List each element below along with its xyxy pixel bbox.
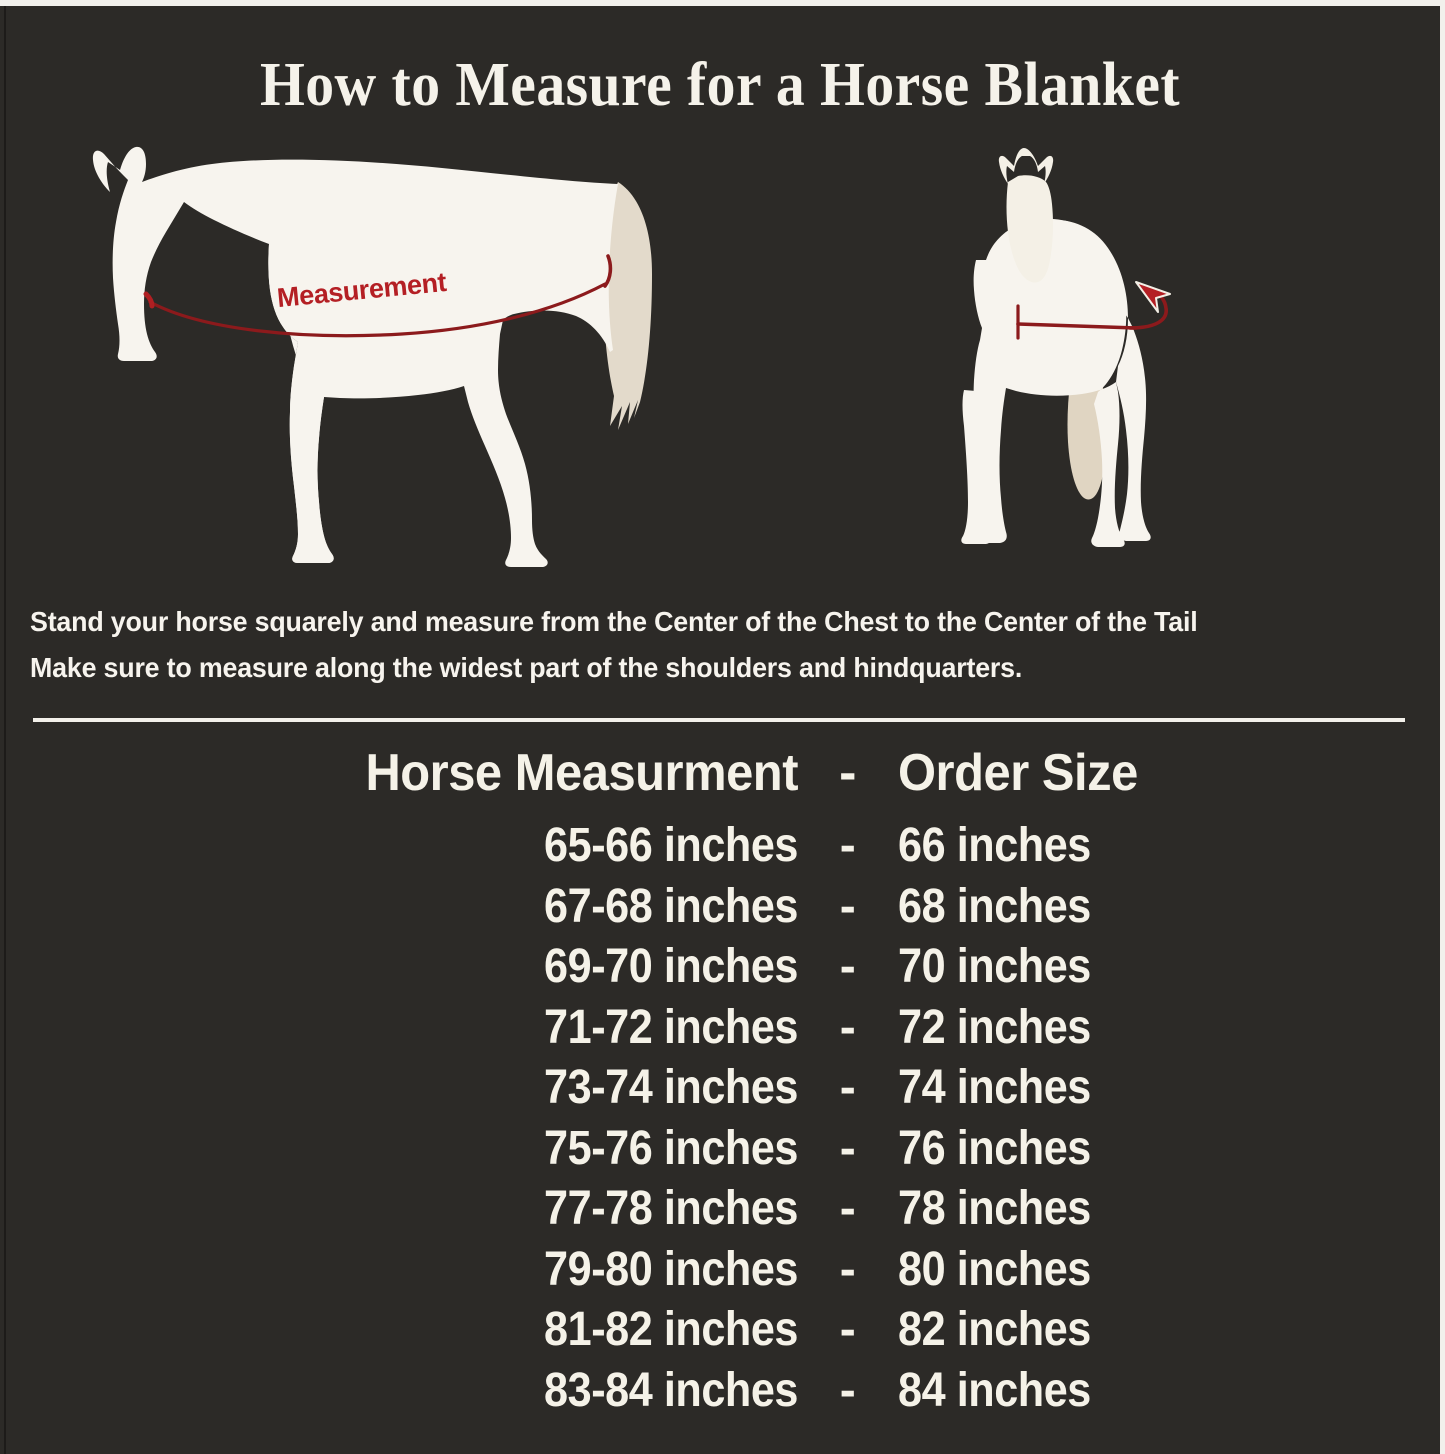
header-measurement: Horse Measurment xyxy=(364,744,798,802)
table-row: 75-76 inches -76 inches xyxy=(0,1119,1440,1180)
cell-measurement: 79-80 inches xyxy=(543,1242,798,1296)
horse-front-leg xyxy=(268,244,334,563)
table-row: 77-78 inches -78 inches xyxy=(0,1179,1440,1240)
horse-rear-view-illustration xyxy=(961,148,1171,547)
table-row: 79-80 inches -80 inches xyxy=(0,1240,1440,1301)
cell-dash: - xyxy=(839,1000,856,1054)
horse-body-silhouette xyxy=(92,146,619,567)
cell-order-size: 80 inches xyxy=(897,1242,1091,1296)
cell-measurement: 67-68 inches xyxy=(543,879,798,933)
cell-order-size: 84 inches xyxy=(897,1363,1091,1417)
table-row: 73-74 inches -74 inches xyxy=(0,1058,1440,1119)
cell-order-size: 66 inches xyxy=(897,819,1091,872)
measurement-chest-tick xyxy=(143,291,155,309)
measurement-line xyxy=(1016,322,1138,330)
measurement-curve xyxy=(148,282,607,338)
cell-order-size: 76 inches xyxy=(897,1121,1091,1175)
cell-order-size: 70 inches xyxy=(897,940,1091,993)
cell-dash: - xyxy=(839,1363,856,1417)
cell-measurement: 69-70 inches xyxy=(543,940,798,993)
header-order-size: Order Size xyxy=(897,744,1138,802)
instruction-line-1: Stand your horse squarely and measure fr… xyxy=(30,606,1198,637)
section-divider xyxy=(33,718,1405,722)
header-dash: - xyxy=(839,744,856,802)
horse-rear-head xyxy=(998,148,1054,184)
cell-measurement: 77-78 inches xyxy=(543,1182,798,1235)
cell-dash: - xyxy=(839,1061,856,1114)
cell-order-size: 78 inches xyxy=(897,1182,1091,1235)
table-row: 69-70 inches -70 inches xyxy=(0,937,1440,998)
table-row: 71-72 inches -72 inches xyxy=(0,998,1440,1059)
illustration-row: Measurement xyxy=(0,134,1440,584)
table-body: 65-66 inches -66 inches 67-68 inches -68 in… xyxy=(0,816,1440,1422)
cell-measurement: 83-84 inches xyxy=(543,1363,798,1417)
horse-tail xyxy=(603,182,652,430)
cell-measurement: 65-66 inches xyxy=(543,819,798,872)
instruction-line-2: Make sure to measure along the widest pa… xyxy=(30,652,1023,683)
horse-rear-haunch xyxy=(973,218,1127,547)
cell-dash: - xyxy=(839,819,856,872)
cell-dash: - xyxy=(839,940,856,993)
size-chart-table: Horse Measurment - Order Size 65-66 inch… xyxy=(0,736,1440,1422)
horse-rear-legs xyxy=(961,390,993,544)
measurement-arrowhead xyxy=(1135,281,1171,313)
page-title: How to Measure for a Horse Blanket xyxy=(259,51,1181,119)
cell-measurement: 71-72 inches xyxy=(543,1000,798,1054)
cell-dash: - xyxy=(839,1121,856,1175)
cell-dash: - xyxy=(839,1242,856,1296)
cell-order-size: 68 inches xyxy=(897,879,1091,933)
cell-dash: - xyxy=(839,1182,856,1235)
cell-order-size: 72 inches xyxy=(897,1000,1091,1054)
cell-dash: - xyxy=(839,1303,856,1356)
cell-dash: - xyxy=(839,879,856,933)
horse-side-view-illustration: Measurement xyxy=(92,146,652,567)
cell-order-size: 74 inches xyxy=(897,1061,1091,1114)
horse-rear-face xyxy=(1006,175,1054,283)
table-header-row: Horse Measurment - Order Size xyxy=(0,736,1440,810)
table-row: 81-82 inches -82 inches xyxy=(0,1300,1440,1361)
cell-measurement: 75-76 inches xyxy=(543,1121,798,1175)
cell-measurement: 73-74 inches xyxy=(543,1061,798,1114)
table-row: 67-68 inches -68 inches xyxy=(0,877,1440,938)
cell-measurement: 81-82 inches xyxy=(543,1303,798,1356)
cell-order-size: 82 inches xyxy=(897,1303,1091,1356)
instructions-block: Stand your horse squarely and measure fr… xyxy=(30,599,1380,691)
table-row: 65-66 inches -66 inches xyxy=(0,816,1440,877)
table-row: 83-84 inches -84 inches xyxy=(0,1361,1440,1422)
measurement-end-tick xyxy=(603,254,613,288)
